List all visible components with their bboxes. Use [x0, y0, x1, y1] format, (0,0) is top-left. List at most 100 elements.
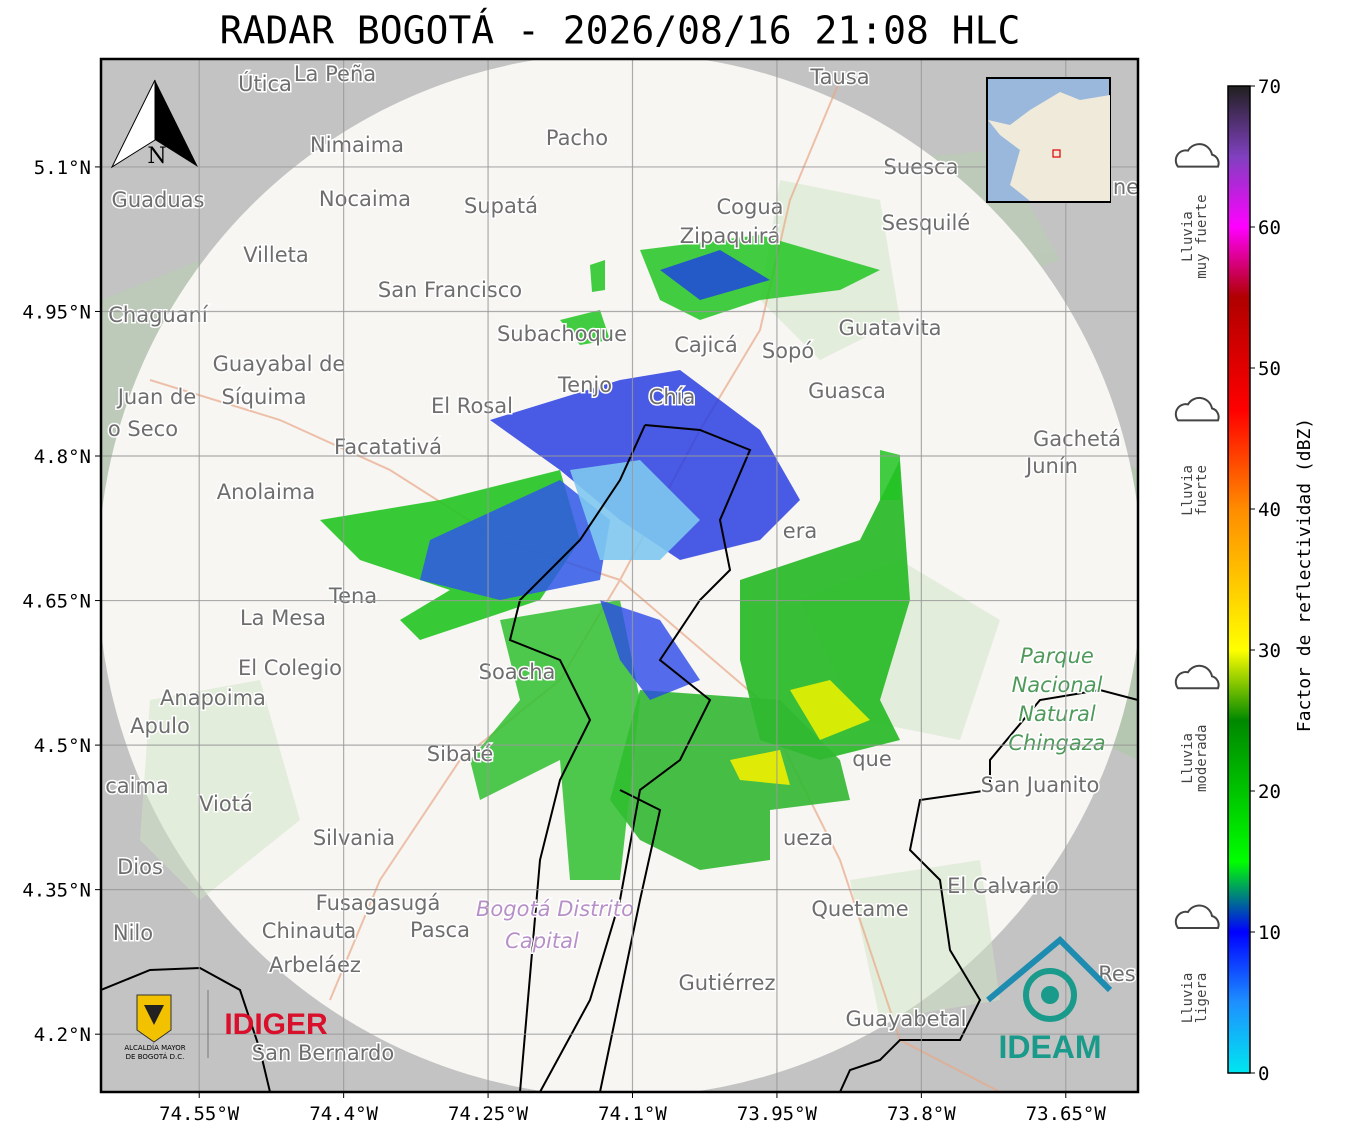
place-label: El Colegio — [238, 656, 342, 680]
cloud-icon — [1174, 143, 1220, 168]
park-label: Natural — [1018, 702, 1096, 726]
place-label: Guaduas — [112, 188, 205, 212]
rain-label: Lluvia — [1180, 733, 1196, 784]
axes: 74.55°W 74.4°W 74.25°W 74.1°W 73.95°W 73.8°W 7… — [22, 157, 1106, 1125]
cloud-icon — [1174, 396, 1220, 422]
place-label: Guatavita — [839, 316, 942, 340]
place-label: Arbeláez — [269, 953, 361, 977]
x-tick-label: 74.4°W — [309, 1103, 378, 1125]
place-label: ueza — [783, 826, 833, 850]
colorbar-tick-label: 30 — [1258, 640, 1281, 662]
idiger-logo: IDIGER — [224, 1008, 328, 1041]
place-label: Viotá — [199, 792, 253, 816]
colorbar-tick-label: 70 — [1258, 76, 1281, 98]
place-label: Pasca — [410, 918, 470, 942]
colorbar: Factor de reflectividad (dBZ) 0 10 20 30 40 5… — [1174, 76, 1315, 1085]
place-label: Apulo — [130, 714, 190, 738]
place-label: Quetame — [811, 897, 908, 921]
place-label: Tenjo — [557, 373, 612, 397]
place-label: Chaguaní — [108, 303, 209, 327]
inset-map — [986, 77, 1111, 203]
place-label: Silvania — [313, 826, 395, 850]
place-label: Nocaima — [319, 187, 411, 211]
park-label: Parque — [1020, 644, 1094, 668]
title: RADAR BOGOTÁ - 2026/08/16 21:08 HLC — [220, 9, 1021, 53]
y-tick-label: 4.2°N — [34, 1024, 91, 1046]
rain-label: muy fuerte — [1194, 194, 1210, 278]
place-label: Sesquilé — [882, 211, 970, 235]
rain-label: ligera — [1194, 973, 1210, 1024]
place-label: Cajicá — [674, 333, 738, 357]
x-tick-label: 74.55°W — [159, 1103, 240, 1125]
ideam-logo: IDEAM — [998, 1029, 1101, 1065]
alcaldia-line: ALCALDÍA MAYOR — [124, 1043, 185, 1052]
place-label: Fusagasugá — [316, 891, 441, 915]
place-label: Res — [1098, 962, 1136, 986]
north-arrow: N — [110, 79, 198, 169]
x-tick-label: 73.65°W — [1026, 1103, 1107, 1125]
place-label: El Calvario — [947, 874, 1059, 898]
north-label: N — [147, 144, 166, 169]
place-label: Zipaquirá — [680, 224, 780, 248]
place-label: Sopó — [762, 339, 814, 363]
capital-label: Capital — [505, 929, 579, 953]
y-tick-label: 4.95°N — [22, 301, 91, 323]
place-label: era — [783, 519, 817, 543]
y-tick-label: 4.5°N — [34, 735, 91, 757]
colorbar-tick-label: 60 — [1258, 217, 1281, 239]
logo-ideam: IDEAM — [986, 935, 1113, 1065]
colorbar-label: Factor de reflectividad (dBZ) — [1294, 418, 1315, 732]
place-label: La Peña — [294, 62, 376, 86]
place-label: Subachoque — [497, 322, 627, 346]
rain-label: Lluvia — [1180, 211, 1196, 262]
capital-label: Bogotá Distrito — [476, 897, 634, 921]
colorbar-tick-label: 40 — [1258, 499, 1281, 521]
place-label: Guayabal de — [213, 352, 346, 376]
place-label: Facatativá — [334, 435, 442, 459]
place-label: Dios — [117, 855, 163, 879]
place-label: caima — [105, 774, 169, 798]
y-tick-label: 4.65°N — [22, 591, 91, 613]
place-label: Anapoima — [160, 686, 266, 710]
rain-label: Lluvia — [1180, 973, 1196, 1024]
rain-label: moderada — [1194, 725, 1210, 792]
colorbar-tick-label: 0 — [1258, 1063, 1269, 1085]
place-label: Tausa — [809, 65, 869, 89]
colorbar-tick-label: 20 — [1258, 781, 1281, 803]
place-label: Chía — [649, 385, 696, 409]
place-label: San Juanito — [981, 773, 1100, 797]
rain-label: fuerte — [1194, 465, 1210, 516]
map-frame — [99, 57, 1140, 1094]
place-label: Juan de — [116, 385, 197, 409]
place-label: Nilo — [113, 921, 153, 945]
place-label: Junín — [1024, 454, 1078, 478]
place-label: El Rosal — [431, 394, 513, 418]
place-label: que — [852, 747, 892, 771]
x-tick-label: 73.95°W — [737, 1103, 818, 1125]
map: Útica La Peña Tausa Pacho Nimaima Guaduas Noca… — [101, 59, 1139, 1092]
place-label: Guayabetal — [846, 1007, 967, 1031]
place-label: Chinauta — [262, 919, 356, 943]
place-label: Soacha — [479, 660, 556, 684]
place-label: Guasca — [808, 379, 886, 403]
place-label: San Bernardo — [252, 1041, 394, 1065]
colorbar-fill — [1227, 85, 1251, 1074]
place-label: La Mesa — [240, 606, 326, 630]
place-label: Gutiérrez — [679, 971, 776, 995]
place-label: Gachetá — [1033, 427, 1121, 451]
boundaries — [101, 424, 1138, 1092]
place-label: o Seco — [108, 417, 178, 441]
cloud-icon — [1174, 664, 1220, 690]
place-label: ne — [1113, 175, 1139, 199]
place-label: Nimaima — [310, 133, 404, 157]
y-tick-label: 4.35°N — [22, 880, 91, 902]
place-label: Cogua — [716, 195, 783, 219]
place-label: Útica — [238, 71, 292, 96]
y-tick-label: 4.8°N — [34, 446, 91, 468]
park-label: Chingaza — [1008, 731, 1105, 755]
place-label: Supatá — [464, 194, 538, 218]
place-label: Tena — [328, 584, 377, 608]
